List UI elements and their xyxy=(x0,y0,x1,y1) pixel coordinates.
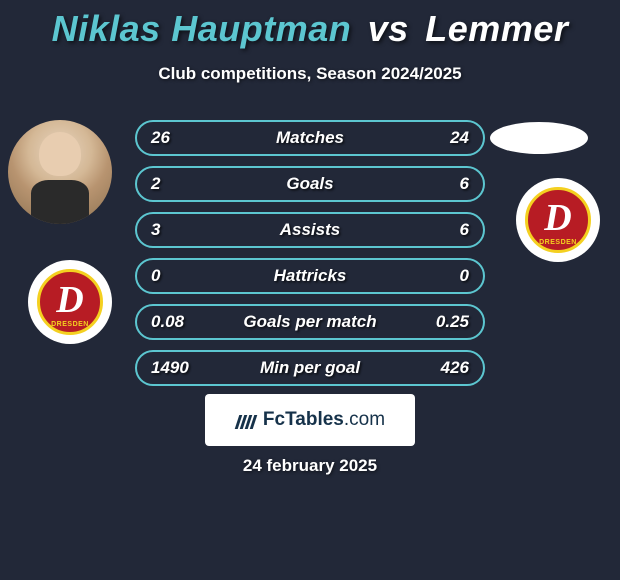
stat-label: Assists xyxy=(137,220,483,240)
stat-label: Hattricks xyxy=(137,266,483,286)
source-brand: FcTables.com xyxy=(263,409,385,431)
brand-tld: .com xyxy=(344,409,385,430)
stat-row-goals-per-match: 0.08 Goals per match 0.25 xyxy=(135,304,485,340)
snapshot-date: 24 february 2025 xyxy=(0,456,620,476)
stat-left-value: 3 xyxy=(151,220,160,240)
stat-right-value: 24 xyxy=(450,128,469,148)
stats-table: 26 Matches 24 2 Goals 6 3 Assists 6 0 Ha… xyxy=(135,120,485,396)
stat-left-value: 26 xyxy=(151,128,170,148)
stat-left-value: 0.08 xyxy=(151,312,184,332)
stat-label: Goals xyxy=(137,174,483,194)
stat-left-value: 0 xyxy=(151,266,160,286)
player2-name: Lemmer xyxy=(425,8,568,49)
vs-separator: vs xyxy=(368,8,409,49)
stat-left-value: 2 xyxy=(151,174,160,194)
source-logo-box: FcTables.com xyxy=(205,394,415,446)
stat-row-assists: 3 Assists 6 xyxy=(135,212,485,248)
dynamo-badge-icon: D DRESDEN xyxy=(37,269,103,335)
player1-photo xyxy=(8,120,112,224)
stat-label: Matches xyxy=(137,128,483,148)
badge-city: DRESDEN xyxy=(40,321,100,328)
player1-club-badge: D DRESDEN xyxy=(28,260,112,344)
player2-silhouette xyxy=(490,122,588,154)
stat-row-hattricks: 0 Hattricks 0 xyxy=(135,258,485,294)
badge-city: DRESDEN xyxy=(528,239,588,246)
player1-name: Niklas Hauptman xyxy=(52,8,352,49)
stat-right-value: 6 xyxy=(460,220,469,240)
badge-letter: D xyxy=(56,281,83,319)
stat-right-value: 0 xyxy=(460,266,469,286)
brand-name: FcTables xyxy=(263,409,344,430)
stat-row-matches: 26 Matches 24 xyxy=(135,120,485,156)
stat-label: Goals per match xyxy=(137,312,483,332)
player2-club-badge: D DRESDEN xyxy=(516,178,600,262)
stat-right-value: 6 xyxy=(460,174,469,194)
stat-right-value: 0.25 xyxy=(436,312,469,332)
fctables-logo-icon xyxy=(235,409,257,431)
stat-row-goals: 2 Goals 6 xyxy=(135,166,485,202)
subtitle: Club competitions, Season 2024/2025 xyxy=(0,64,620,84)
comparison-title: Niklas Hauptman vs Lemmer xyxy=(0,0,620,50)
stat-left-value: 1490 xyxy=(151,358,189,378)
badge-letter: D xyxy=(544,199,571,237)
stat-row-min-per-goal: 1490 Min per goal 426 xyxy=(135,350,485,386)
dynamo-badge-icon: D DRESDEN xyxy=(525,187,591,253)
stat-right-value: 426 xyxy=(441,358,469,378)
